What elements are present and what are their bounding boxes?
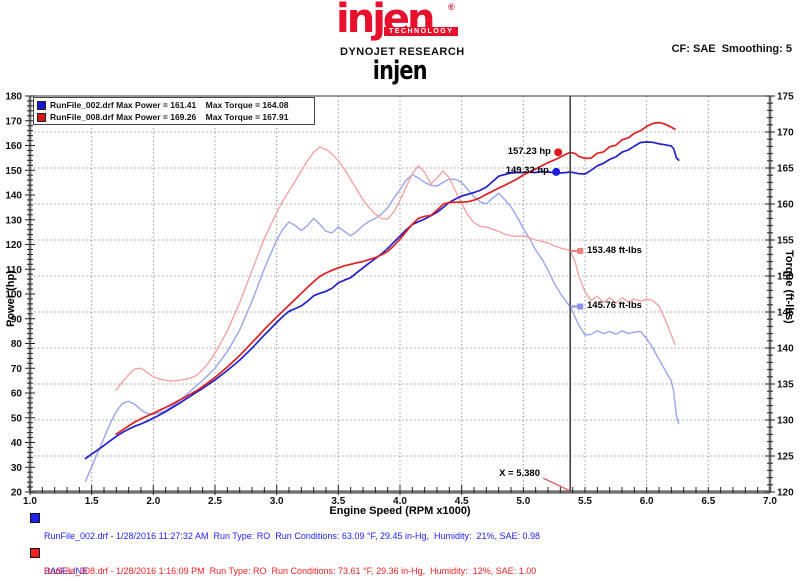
injen-logo: injen ® TECHNOLOGY [336, 0, 459, 39]
cursor-power-blue-label: 149.32 hp [505, 165, 549, 176]
svg-text:150: 150 [777, 272, 794, 283]
right-axis-title: Torque (ft-lbs) [783, 250, 795, 324]
curve-runfile-002-torque-baseline- [84, 173, 680, 482]
svg-text:5.5: 5.5 [578, 496, 592, 507]
svg-text:130: 130 [777, 416, 794, 427]
svg-text:3.5: 3.5 [331, 496, 345, 507]
svg-text:30: 30 [11, 463, 23, 474]
svg-text:40: 40 [11, 438, 23, 449]
svg-text:125: 125 [777, 452, 794, 463]
correction-smoothing-label: CF: SAE Smoothing: 5 [671, 43, 792, 55]
cursor-x-label: X = 5.380 [499, 468, 540, 479]
svg-text:160: 160 [777, 200, 794, 211]
svg-text:175: 175 [777, 92, 794, 103]
svg-text:7.0: 7.0 [763, 496, 777, 507]
legend-swatch-red [37, 112, 46, 122]
svg-text:110: 110 [6, 265, 23, 276]
run-icon-blue [30, 513, 40, 523]
cursor-power-red-label: 157.23 hp [507, 146, 551, 157]
curve-runfile-008-power-sp1811- [115, 121, 676, 435]
run-icon-red [30, 548, 40, 558]
curve-runfile-002-power-baseline- [84, 141, 680, 460]
svg-text:1.5: 1.5 [85, 496, 99, 507]
svg-text:120: 120 [777, 488, 794, 499]
run-info-baseline: RunFile_002.drf - 1/28/2016 11:27:32 AM … [44, 508, 540, 581]
injen-logo-band: TECHNOLOGY [384, 27, 459, 36]
svg-text:120: 120 [5, 240, 22, 251]
svg-text:6.0: 6.0 [640, 496, 654, 507]
legend-item-baseline: RunFile_002.drf Max Power = 161.41 Max T… [37, 99, 314, 111]
svg-text:2.0: 2.0 [146, 496, 160, 507]
svg-text:70: 70 [11, 364, 23, 375]
svg-text:165: 165 [777, 164, 794, 175]
svg-text:3.0: 3.0 [270, 496, 284, 507]
svg-text:140: 140 [5, 191, 22, 202]
run-info-sp1811: RunFile_008.drf - 1/28/2016 1:16:09 PM R… [44, 543, 536, 581]
svg-text:130: 130 [5, 215, 22, 226]
svg-text:5.0: 5.0 [516, 496, 530, 507]
dynojet-research-label: DYNOJET RESEARCH [340, 46, 465, 58]
svg-text:145: 145 [777, 308, 794, 319]
svg-text:1.0: 1.0 [23, 496, 37, 507]
svg-text:140: 140 [777, 344, 794, 355]
svg-text:6.5: 6.5 [701, 496, 715, 507]
svg-text:170: 170 [777, 128, 794, 139]
svg-text:80: 80 [11, 339, 23, 350]
left-axis-title: Power (hp) [5, 270, 17, 327]
svg-text:50: 50 [11, 413, 23, 424]
legend-item-sp1811: RunFile_008.drf Max Power = 169.26 Max T… [37, 111, 314, 123]
svg-text:4.5: 4.5 [455, 496, 469, 507]
legend: RunFile_002.drf Max Power = 161.41 Max T… [33, 97, 315, 125]
registered-mark-icon: ® [448, 2, 455, 12]
svg-text:4.0: 4.0 [393, 496, 407, 507]
chart-title-wrap: injen [0, 56, 800, 86]
legend-swatch-blue [37, 100, 46, 110]
legend-label-baseline: RunFile_002.drf Max Power = 161.41 Max T… [50, 100, 289, 110]
svg-text:20: 20 [11, 488, 23, 499]
tick-labels: 1.0 1.5 2.0 2.5 3.0 3.5 4.0 4.5 5.0 5.5 6.0 6.5 7.01… [5, 92, 794, 508]
svg-text:90: 90 [11, 314, 23, 325]
run-line-2: BASELINE [44, 565, 89, 576]
svg-text:150: 150 [5, 166, 22, 177]
run-line-1: RunFile_008.drf - 1/28/2016 1:16:09 PM R… [44, 566, 537, 576]
svg-text:2.5: 2.5 [208, 496, 222, 507]
cursor-markers [542, 148, 584, 492]
svg-text:160: 160 [5, 141, 22, 152]
svg-text:100: 100 [5, 290, 22, 301]
legend-label-sp1811: RunFile_008.drf Max Power = 169.26 Max T… [50, 112, 289, 122]
svg-text:170: 170 [5, 116, 22, 127]
cursor-torque-blue-label: 145.76 ft-lbs [587, 300, 642, 311]
curve-runfile-008-torque-sp1811- [115, 146, 676, 391]
svg-text:60: 60 [11, 389, 23, 400]
x-axis-title: Engine Speed (RPM x1000) [329, 505, 471, 517]
cursor-torque-red-label: 153.48 ft-lbs [587, 245, 642, 256]
svg-text:155: 155 [777, 236, 794, 247]
svg-text:135: 135 [777, 380, 794, 391]
svg-text:180: 180 [5, 92, 22, 103]
chart-title: injen [372, 56, 428, 86]
run-line-1: RunFile_002.drf - 1/28/2016 11:27:32 AM … [44, 531, 541, 541]
axis-ticks [25, 95, 775, 495]
gridlines [30, 96, 770, 492]
